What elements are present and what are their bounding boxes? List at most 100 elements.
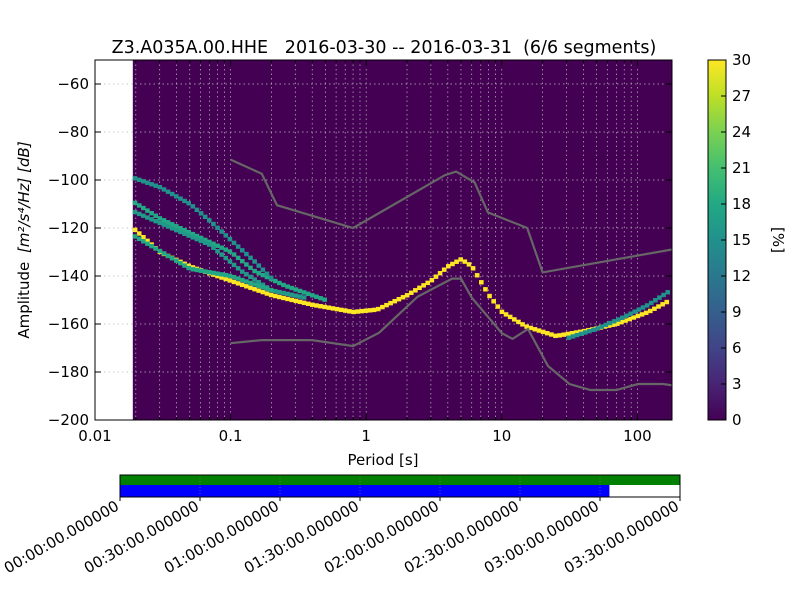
density-cell — [141, 213, 146, 218]
density-cell — [145, 215, 150, 220]
colorbar-tick-label: 9 — [732, 303, 742, 321]
density-cell — [417, 285, 422, 291]
x-tick-label: 0.01 — [78, 427, 111, 445]
density-cell — [570, 334, 576, 339]
density-cell — [425, 280, 431, 286]
density-cell — [244, 272, 249, 277]
density-cell — [186, 263, 191, 268]
density-cell — [314, 303, 319, 308]
density-cell — [211, 245, 216, 250]
density-cell — [582, 330, 588, 335]
density-cell — [252, 268, 257, 274]
density-cell — [520, 322, 525, 327]
density-cell — [310, 302, 315, 307]
density-cell — [408, 290, 414, 295]
density-cell — [322, 304, 328, 310]
density-cell — [565, 331, 571, 337]
density-cell — [587, 328, 592, 334]
density-cell — [227, 236, 233, 242]
timeline-data-available-bar — [120, 475, 680, 485]
density-cell — [297, 299, 303, 305]
density-cell — [231, 252, 237, 257]
density-cell — [611, 319, 617, 324]
density-cell — [293, 298, 299, 304]
density-cell — [322, 297, 328, 302]
density-cell — [252, 259, 257, 264]
density-cell — [450, 261, 455, 267]
density-cell — [198, 235, 204, 241]
density-cell — [227, 273, 233, 279]
density-cell — [182, 263, 187, 268]
density-cell — [627, 316, 632, 322]
density-cell — [153, 218, 159, 224]
density-cell — [635, 313, 641, 319]
density-cell — [272, 278, 278, 284]
density-cell — [260, 267, 266, 272]
y-tick-label: −200 — [48, 411, 89, 429]
density-cell — [656, 304, 661, 309]
density-cell — [145, 238, 150, 244]
density-cell — [268, 275, 274, 281]
density-cell — [260, 272, 266, 278]
density-cell — [256, 270, 262, 276]
density-cell — [174, 224, 179, 229]
density-cell — [227, 278, 233, 283]
y-axis-label-units: [m²/s⁴/Hz] [dB] — [15, 141, 33, 253]
density-cell — [553, 333, 558, 339]
density-cell — [574, 332, 580, 338]
density-cell — [136, 236, 142, 242]
density-cell — [540, 329, 546, 335]
density-cell — [215, 243, 220, 248]
density-cell — [186, 265, 191, 271]
density-cell — [239, 269, 245, 274]
density-cell — [400, 295, 406, 300]
density-cell — [636, 307, 642, 312]
density-cell — [607, 320, 613, 326]
density-cell — [359, 308, 365, 314]
density-cell — [277, 289, 282, 295]
colorbar-tick-label: 30 — [732, 51, 751, 69]
noise-model-curves — [230, 158, 672, 392]
density-cell — [132, 227, 138, 233]
density-cell — [536, 328, 542, 333]
density-cell — [454, 259, 459, 264]
density-cell — [256, 263, 262, 268]
density-cell — [202, 214, 208, 220]
density-band — [132, 227, 670, 339]
density-cell — [206, 239, 212, 245]
density-cell — [470, 266, 476, 271]
density-cell — [178, 226, 183, 231]
density-cell — [211, 270, 216, 276]
density-cell — [375, 306, 381, 312]
density-cell — [219, 252, 224, 257]
density-cell — [392, 298, 398, 304]
density-cell — [169, 226, 175, 231]
density-cell — [318, 304, 323, 309]
density-cell — [186, 229, 191, 235]
period-grid-lines — [135, 60, 638, 420]
colorbar-tick-label: 21 — [732, 159, 751, 177]
svg-text:Amplitude [m²/s⁴/Hz] [dB: Amplitude [m²/s⁴/Hz] [dB] — [15, 141, 33, 339]
density-cell — [194, 207, 200, 213]
density-cell — [615, 317, 621, 322]
density-cell — [285, 291, 290, 297]
density-cell — [466, 262, 472, 267]
x-tick-label: 1 — [361, 427, 371, 445]
colorbar-tick-label: 12 — [732, 267, 751, 285]
density-cell — [446, 264, 451, 269]
density-cell — [182, 227, 187, 233]
density-cell — [619, 319, 624, 325]
density-cell — [174, 194, 179, 199]
density-cell — [342, 308, 348, 313]
colorbar-tick-label: 3 — [732, 375, 742, 393]
density-cell — [338, 307, 344, 313]
density-cell — [235, 244, 241, 249]
colorbar-tick-label: 24 — [732, 123, 751, 141]
density-cell — [264, 274, 270, 280]
density-cell — [132, 234, 138, 239]
density-cell — [178, 229, 183, 235]
density-cell — [610, 322, 616, 327]
density-cell — [615, 321, 620, 326]
density-cell — [153, 246, 159, 251]
density-cell — [318, 296, 323, 301]
